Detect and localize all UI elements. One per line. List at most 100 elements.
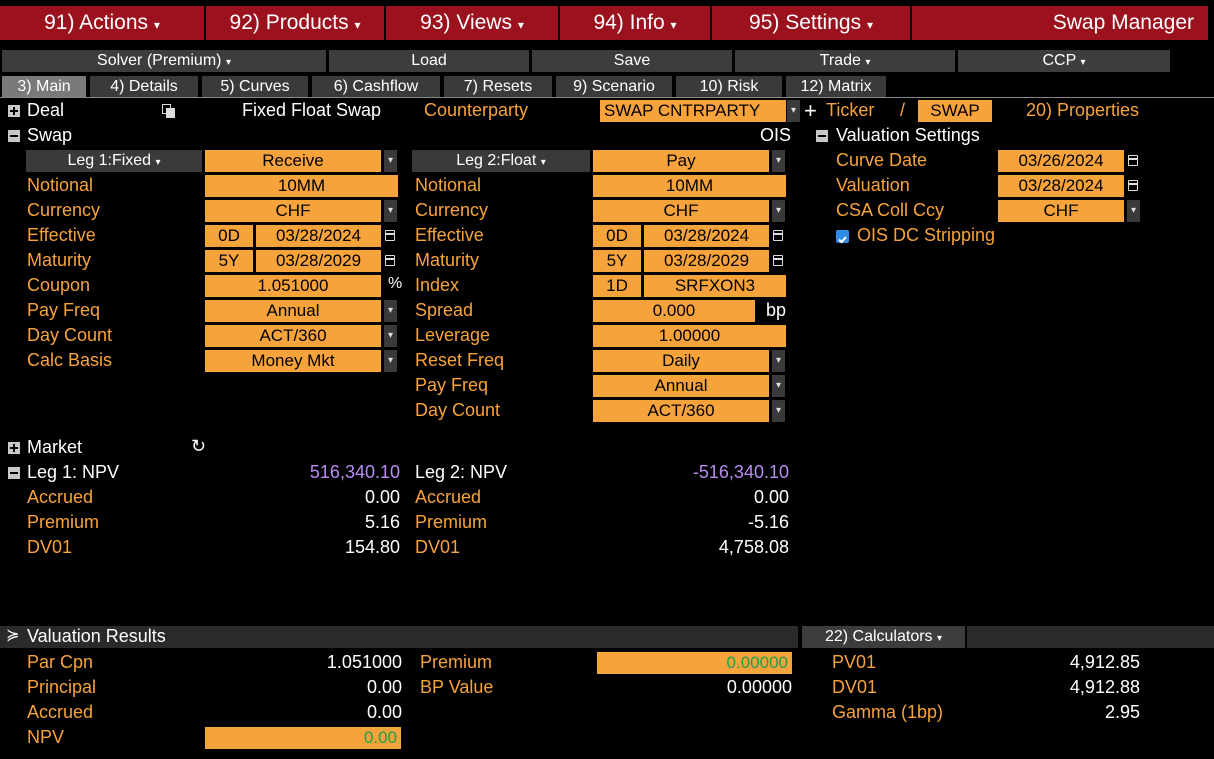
chevron-down-icon: ▾ (540, 157, 546, 168)
copy-icon[interactable] (162, 104, 175, 118)
leg1-maturity-date[interactable]: 03/28/2029 (256, 250, 381, 272)
chevron-down-icon[interactable]: ▾ (772, 150, 785, 172)
calendar-icon[interactable] (770, 225, 786, 247)
chevron-down-icon[interactable]: ▾ (772, 375, 785, 397)
actions-menu[interactable]: 91) Actions ▾ (0, 6, 204, 40)
calendar-icon[interactable] (770, 250, 786, 272)
leg2-effective-tenor[interactable]: 0D (593, 225, 641, 247)
tab-scenario[interactable]: 9) Scenario (556, 76, 672, 97)
leg1-payfreq-field[interactable]: Annual (205, 300, 381, 322)
leg2-resetfreq-field[interactable]: Daily (593, 350, 769, 372)
leg1-daycount-field[interactable]: ACT/360 (205, 325, 381, 347)
leg2-dv01-label: DV01 (415, 537, 461, 557)
leg1-effective-tenor[interactable]: 0D (205, 225, 253, 247)
calendar-icon[interactable] (1125, 150, 1141, 172)
chevron-down-icon[interactable]: ▾ (772, 200, 785, 222)
leg1-notional-field[interactable]: 10MM (205, 175, 398, 197)
leg1-header-label: Leg 1:Fixed (67, 152, 152, 169)
dv01-label: DV01 (832, 677, 878, 697)
leg2-daycount-field[interactable]: ACT/360 (593, 400, 769, 422)
leg1-currency-field[interactable]: CHF (205, 200, 381, 222)
collapse-chevron-icon[interactable]: ≽ (6, 627, 20, 644)
tab-details[interactable]: 4) Details (90, 76, 198, 97)
info-menu[interactable]: 94) Info ▾ (560, 6, 710, 40)
leg2-currency-field[interactable]: CHF (593, 200, 769, 222)
chevron-down-icon[interactable]: ▾ (384, 350, 397, 372)
chevron-down-icon: ▾ (866, 18, 873, 32)
leg1-premium-value: 5.16 (364, 512, 400, 532)
tab-divider (0, 97, 1214, 98)
trade-label: Trade (819, 52, 861, 69)
csa-coll-ccy-field[interactable]: CHF (998, 200, 1124, 222)
valuation-results-label: Valuation Results (27, 626, 166, 646)
tab-main[interactable]: 3) Main (2, 76, 86, 97)
bp-value-value: 0.00000 (726, 677, 792, 697)
tab-curves[interactable]: 5) Curves (202, 76, 308, 97)
calculators-header-fill (967, 626, 1214, 648)
chevron-down-icon[interactable]: ▾ (772, 350, 785, 372)
leg1-maturity-tenor[interactable]: 5Y (205, 250, 253, 272)
chevron-down-icon[interactable]: ▾ (384, 300, 397, 322)
leg1-coupon-field[interactable]: 1.051000 (205, 275, 381, 297)
ccp-dropdown[interactable]: CCP ▾ (958, 50, 1170, 72)
swap-collapse-icon[interactable] (8, 130, 20, 142)
ticker-field[interactable]: SWAP (918, 100, 992, 122)
properties-button[interactable]: 20) Properties (1026, 100, 1140, 120)
npv-field[interactable]: 0.00 (205, 727, 401, 749)
premium-field[interactable]: 0.00000 (597, 652, 792, 674)
counterparty-field[interactable]: SWAP CNTRPARTY (600, 100, 786, 122)
valuation-date-field[interactable]: 03/28/2024 (998, 175, 1124, 197)
leg1-direction-field[interactable]: Receive (205, 150, 381, 172)
curve-date-field[interactable]: 03/26/2024 (998, 150, 1124, 172)
ois-dc-stripping-checkbox[interactable] (836, 230, 849, 244)
market-expand-icon[interactable] (8, 442, 20, 454)
trade-dropdown[interactable]: Trade ▾ (735, 50, 955, 72)
valuation-settings-collapse-icon[interactable] (816, 130, 828, 142)
add-icon[interactable]: + (804, 98, 817, 123)
leg2-header-label: Leg 2:Float (456, 152, 537, 169)
load-button[interactable]: Load (329, 50, 529, 72)
chevron-down-icon[interactable]: ▾ (1127, 200, 1140, 222)
solver-dropdown[interactable]: Solver (Premium) ▾ (2, 50, 326, 72)
refresh-icon[interactable]: ↻ (191, 436, 207, 456)
leg2-maturity-tenor[interactable]: 5Y (593, 250, 641, 272)
leg1-calcbasis-field[interactable]: Money Mkt (205, 350, 381, 372)
calendar-icon[interactable] (1125, 175, 1141, 197)
leg2-index-tenor[interactable]: 1D (593, 275, 641, 297)
calendar-icon[interactable] (382, 225, 398, 247)
calculators-dropdown[interactable]: 22) Calculators ▾ (802, 626, 965, 648)
chevron-down-icon[interactable]: ▾ (384, 200, 397, 222)
leg2-maturity-date[interactable]: 03/28/2029 (644, 250, 769, 272)
solver-label: Solver (Premium) (97, 52, 222, 69)
deal-expand-icon[interactable] (8, 105, 20, 117)
ccp-label: CCP (1042, 52, 1077, 69)
leg2-leverage-field[interactable]: 1.00000 (593, 325, 786, 347)
leg2-notional-field[interactable]: 10MM (593, 175, 786, 197)
leg1-effective-date[interactable]: 03/28/2024 (256, 225, 381, 247)
calendar-icon[interactable] (382, 250, 398, 272)
info-label: 94) Info (593, 11, 665, 34)
leg1-calcbasis-label: Calc Basis (27, 350, 113, 370)
chevron-down-icon[interactable]: ▾ (787, 100, 800, 122)
leg1-type-dropdown[interactable]: Leg 1:Fixed ▾ (26, 150, 202, 172)
leg2-currency-label: Currency (415, 200, 489, 220)
tab-matrix[interactable]: 12) Matrix (786, 76, 886, 97)
leg2-index-field[interactable]: SRFXON3 (644, 275, 786, 297)
tab-resets[interactable]: 7) Resets (444, 76, 552, 97)
leg2-payfreq-field[interactable]: Annual (593, 375, 769, 397)
leg2-type-dropdown[interactable]: Leg 2:Float ▾ (412, 150, 590, 172)
chevron-down-icon[interactable]: ▾ (772, 400, 785, 422)
save-button[interactable]: Save (532, 50, 732, 72)
products-menu[interactable]: 92) Products ▾ (206, 6, 384, 40)
settings-menu[interactable]: 95) Settings ▾ (712, 6, 910, 40)
chevron-down-icon[interactable]: ▾ (384, 150, 397, 172)
tab-risk[interactable]: 10) Risk (676, 76, 782, 97)
deal-type: Fixed Float Swap (242, 100, 382, 120)
chevron-down-icon[interactable]: ▾ (384, 325, 397, 347)
leg2-spread-field[interactable]: 0.000 (593, 300, 755, 322)
leg2-direction-field[interactable]: Pay (593, 150, 769, 172)
views-menu[interactable]: 93) Views ▾ (386, 6, 558, 40)
leg1-npv-collapse-icon[interactable] (8, 467, 20, 479)
leg2-effective-date[interactable]: 03/28/2024 (644, 225, 769, 247)
tab-cashflow[interactable]: 6) Cashflow (312, 76, 440, 97)
